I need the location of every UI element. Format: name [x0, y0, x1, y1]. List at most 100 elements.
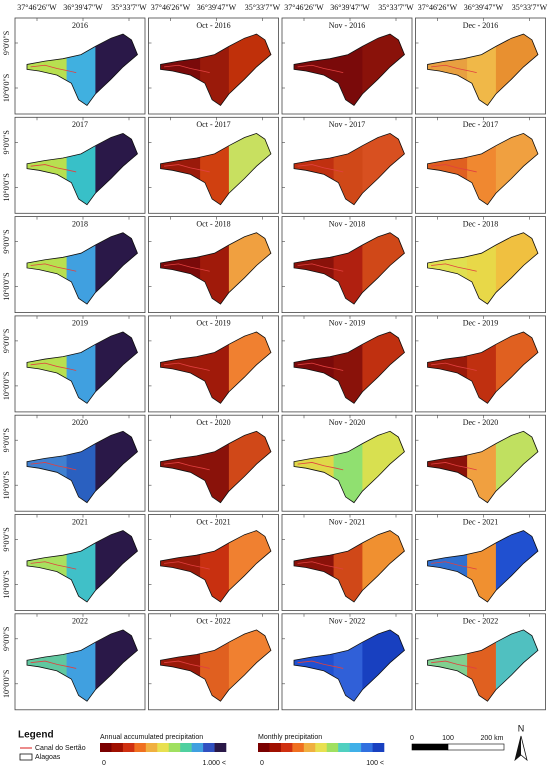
- longitude-label: 36°39'47"W: [464, 3, 504, 12]
- canal-line: [164, 660, 210, 669]
- panel-title: Oct - 2019: [196, 319, 230, 328]
- alagoas-outline: [293, 629, 405, 702]
- alagoas-outline: [160, 331, 272, 404]
- panel-title: Oct - 2017: [196, 120, 230, 129]
- latitude-label: 10°0'0"S: [2, 570, 11, 598]
- alagoas-outline: [160, 530, 272, 603]
- latitude-label: 9°0'0"S: [2, 31, 11, 55]
- canal-line: [30, 561, 77, 570]
- colorbar-cell: [303, 743, 316, 752]
- canal-line: [30, 362, 77, 371]
- alagoas-outline: [160, 232, 272, 305]
- alagoas-outline: [427, 430, 539, 504]
- canal-line: [431, 561, 477, 570]
- panel-title: Nov - 2022: [329, 617, 365, 626]
- canal-line: [431, 660, 477, 669]
- canal-line: [30, 64, 77, 74]
- colorbar-cell: [372, 743, 385, 752]
- colorbar-cell: [191, 743, 204, 752]
- alagoas-outline: [427, 33, 539, 106]
- panel-title: Dec - 2021: [463, 517, 499, 526]
- canal-line: [164, 462, 210, 471]
- colorbar-cell: [280, 743, 293, 752]
- canal-line: [297, 164, 344, 173]
- canal-line: [431, 462, 477, 471]
- alagoas-outline: [26, 629, 138, 702]
- colorbar-cell: [122, 743, 135, 752]
- scale-bar-label: 0: [410, 735, 414, 742]
- legend-label: Alagoas: [35, 754, 61, 761]
- panel-title: Nov - 2020: [329, 418, 365, 427]
- alagoas-outline: [427, 629, 539, 702]
- panel-title: 2021: [72, 517, 88, 526]
- colorbar-cell: [111, 743, 124, 752]
- alagoas-outline: [160, 33, 272, 106]
- legend-title: Legend: [18, 730, 54, 741]
- panel-title: Oct - 2022: [196, 617, 230, 626]
- panel-title: Dec - 2018: [463, 219, 499, 228]
- latitude-label: 10°0'0"S: [2, 173, 11, 201]
- alagoas-outline: [26, 132, 138, 206]
- colorbar-cell: [326, 743, 339, 752]
- alagoas-outline: [293, 331, 405, 404]
- alagoas-outline: [160, 132, 272, 206]
- colorbar-cell: [100, 743, 112, 752]
- canal-line: [30, 263, 77, 272]
- canal-line: [164, 263, 210, 272]
- alagoas-outline: [427, 132, 539, 206]
- latitude-label: 9°0'0"S: [2, 428, 11, 452]
- alagoas-outline: [427, 331, 539, 404]
- colorbar-cell: [338, 743, 350, 752]
- latitude-label: 9°0'0"S: [2, 229, 11, 253]
- alagoas-outline: [293, 232, 405, 305]
- panel-title: 2020: [72, 418, 88, 427]
- colorbar-cell: [203, 743, 215, 752]
- panel-title: Nov - 2018: [329, 219, 365, 228]
- panel-title: 2016: [72, 21, 88, 30]
- alagoas-outline: [26, 331, 138, 404]
- legend-label: Canal do Sertão: [35, 745, 86, 752]
- panel-title: 2022: [72, 617, 88, 626]
- longitude-label: 37°46'26"W: [151, 3, 191, 12]
- longitude-label: 35°33'7"W: [245, 3, 281, 12]
- alagoas-outline: [427, 232, 539, 305]
- panel-title: Dec - 2019: [463, 319, 499, 328]
- longitude-label: 35°33'7"W: [111, 3, 147, 12]
- longitude-label: 36°39'47"W: [63, 3, 103, 12]
- colorbar-cell: [361, 743, 373, 752]
- alagoas-outline: [26, 530, 138, 603]
- canal-line: [297, 561, 344, 570]
- panel-title: Dec - 2017: [463, 120, 499, 129]
- latitude-label: 9°0'0"S: [2, 329, 11, 353]
- latitude-label: 10°0'0"S: [2, 670, 11, 698]
- panel-title: Oct - 2021: [196, 517, 230, 526]
- alagoas-outline: [293, 33, 405, 106]
- alagoas-outline: [427, 530, 539, 603]
- canal-line: [297, 660, 344, 669]
- colorbar-cell: [168, 743, 181, 752]
- colorbar-cell: [157, 743, 170, 752]
- latitude-label: 9°0'0"S: [2, 527, 11, 551]
- longitude-label: 35°33'7"W: [512, 3, 548, 12]
- colorbar-cell: [214, 743, 227, 752]
- panel-title: 2017: [72, 120, 88, 129]
- latitude-label: 10°0'0"S: [2, 74, 11, 102]
- alagoas-outline: [293, 430, 405, 504]
- panel-title: 2019: [72, 319, 88, 328]
- canal-line: [431, 64, 477, 74]
- alagoas-outline: [26, 232, 138, 305]
- colorbar-cell: [145, 743, 158, 752]
- colorbar-cell: [258, 743, 270, 752]
- panel-title: Oct - 2020: [196, 418, 230, 427]
- latitude-label: 9°0'0"S: [2, 627, 11, 651]
- colorbar-cell: [269, 743, 282, 752]
- canal-line: [164, 561, 210, 570]
- scale-bar-segment: [411, 743, 449, 751]
- longitude-label: 36°39'47"W: [197, 3, 237, 12]
- canal-line: [297, 462, 344, 471]
- colorbar-cell: [292, 743, 305, 752]
- scale-bar-segment: [447, 743, 505, 751]
- canal-line: [164, 164, 210, 173]
- canal-line: [164, 362, 210, 371]
